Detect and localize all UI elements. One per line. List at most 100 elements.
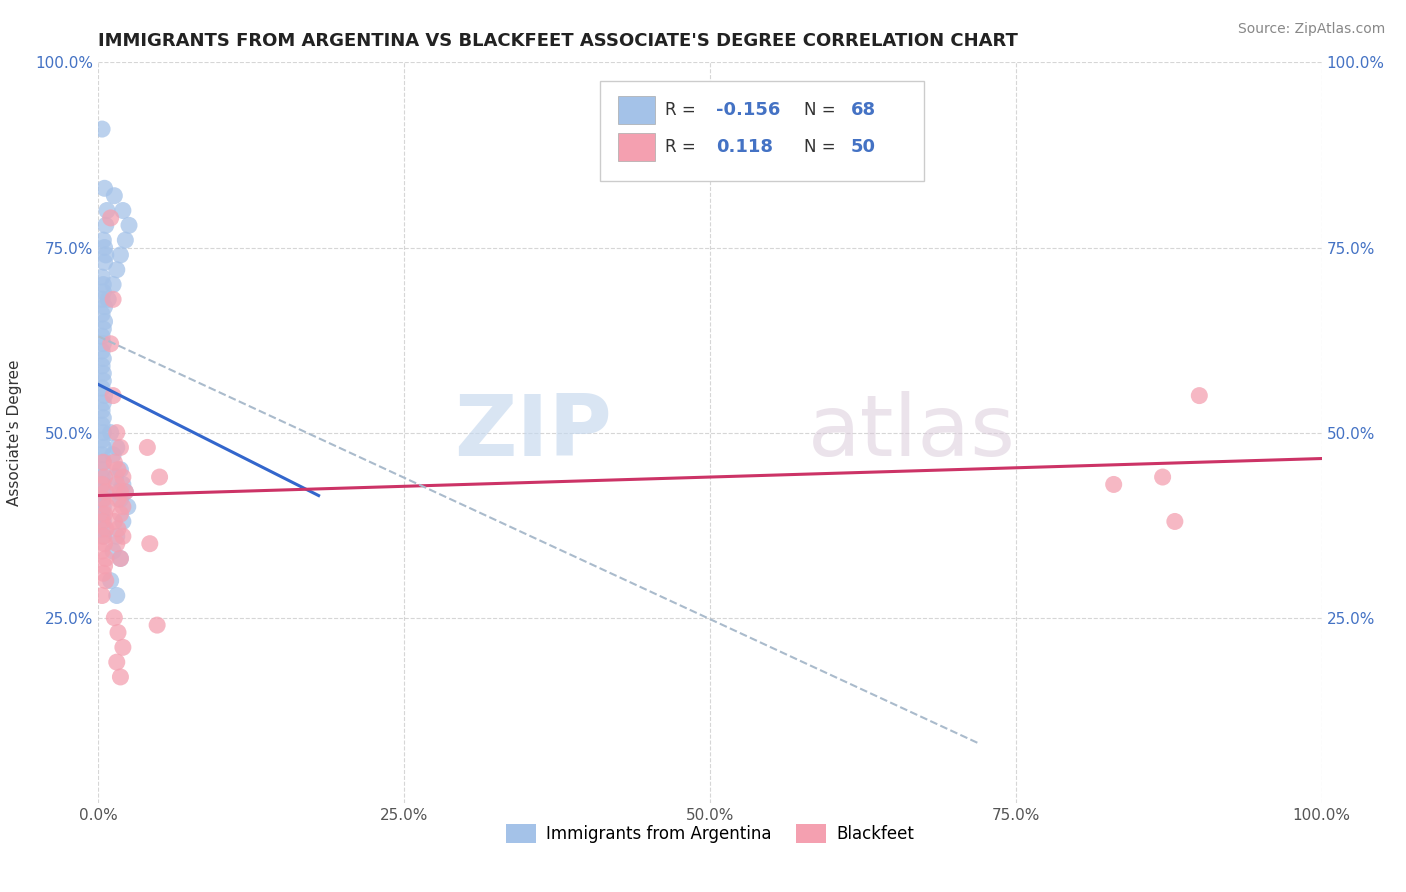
Point: [100, 336, 122, 351]
Point: [94, 522, 117, 536]
Point: [91, 344, 114, 359]
Point: [110, 492, 132, 507]
Point: [110, 441, 132, 455]
Point: [91, 462, 114, 476]
Point: [91, 448, 114, 462]
Point: [105, 477, 128, 491]
Point: [93, 470, 115, 484]
Point: [91, 403, 114, 417]
Point: [96, 500, 118, 514]
Point: [94, 574, 117, 588]
Point: [101, 448, 124, 462]
Point: [105, 589, 128, 603]
Point: [107, 462, 129, 476]
Point: [91, 233, 114, 247]
Point: [91, 455, 114, 469]
Point: [114, 233, 136, 247]
Point: [1102, 477, 1125, 491]
Point: [91, 515, 114, 529]
Point: [110, 248, 132, 262]
Point: [110, 551, 132, 566]
Point: [93, 240, 115, 255]
Point: [118, 219, 141, 233]
Point: [93, 300, 115, 314]
Text: N =: N =: [804, 138, 841, 156]
Point: [91, 322, 114, 336]
Point: [97, 293, 120, 307]
Point: [91, 515, 114, 529]
Point: [139, 536, 162, 550]
Text: R =: R =: [665, 101, 700, 119]
Point: [91, 433, 114, 447]
Point: [96, 203, 118, 218]
Bar: [619, 95, 655, 124]
Point: [114, 484, 136, 499]
Point: [1164, 515, 1187, 529]
Point: [93, 388, 115, 402]
Point: [93, 314, 115, 328]
Point: [111, 640, 134, 655]
Text: 68: 68: [851, 101, 876, 119]
Point: [91, 277, 114, 292]
Point: [101, 277, 124, 292]
Point: [93, 558, 115, 573]
Point: [91, 500, 114, 514]
Point: [1152, 470, 1174, 484]
Point: [111, 500, 134, 514]
Point: [93, 507, 115, 521]
Point: [110, 551, 132, 566]
Point: [100, 211, 122, 225]
Text: ZIP: ZIP: [454, 391, 612, 475]
Point: [91, 477, 114, 491]
Point: [91, 381, 114, 395]
Point: [101, 544, 124, 558]
Point: [110, 484, 132, 499]
Text: 0.118: 0.118: [716, 138, 773, 156]
Point: [93, 181, 115, 195]
Point: [103, 515, 125, 529]
Bar: [619, 133, 655, 161]
Point: [94, 219, 117, 233]
FancyBboxPatch shape: [600, 81, 924, 181]
Point: [114, 484, 136, 499]
Point: [117, 500, 139, 514]
Point: [100, 574, 122, 588]
Point: [101, 388, 124, 402]
Y-axis label: Associate's Degree: Associate's Degree: [7, 359, 21, 506]
Point: [136, 441, 159, 455]
Text: Source: ZipAtlas.com: Source: ZipAtlas.com: [1237, 22, 1385, 37]
Point: [146, 618, 169, 632]
Point: [91, 529, 114, 543]
Point: [91, 122, 114, 136]
Point: [91, 477, 114, 491]
Point: [91, 336, 114, 351]
Point: [107, 492, 129, 507]
Point: [91, 367, 114, 381]
Text: IMMIGRANTS FROM ARGENTINA VS BLACKFEET ASSOCIATE'S DEGREE CORRELATION CHART: IMMIGRANTS FROM ARGENTINA VS BLACKFEET A…: [98, 32, 1018, 50]
Point: [107, 625, 129, 640]
Point: [105, 262, 128, 277]
Point: [110, 507, 132, 521]
Point: [91, 359, 114, 373]
Text: -0.156: -0.156: [716, 101, 780, 119]
Point: [111, 470, 134, 484]
Point: [103, 455, 125, 469]
Point: [91, 522, 114, 536]
Point: [91, 484, 114, 499]
Point: [91, 425, 114, 440]
Point: [91, 492, 114, 507]
Point: [149, 470, 172, 484]
Point: [91, 529, 114, 543]
Point: [91, 351, 114, 366]
Point: [91, 270, 114, 285]
Point: [91, 396, 114, 410]
Point: [110, 670, 132, 684]
Point: [91, 544, 114, 558]
Point: [101, 293, 124, 307]
Point: [104, 470, 127, 484]
Text: atlas: atlas: [808, 391, 1017, 475]
Point: [91, 374, 114, 388]
Point: [105, 655, 128, 669]
Point: [91, 410, 114, 425]
Point: [91, 566, 114, 581]
